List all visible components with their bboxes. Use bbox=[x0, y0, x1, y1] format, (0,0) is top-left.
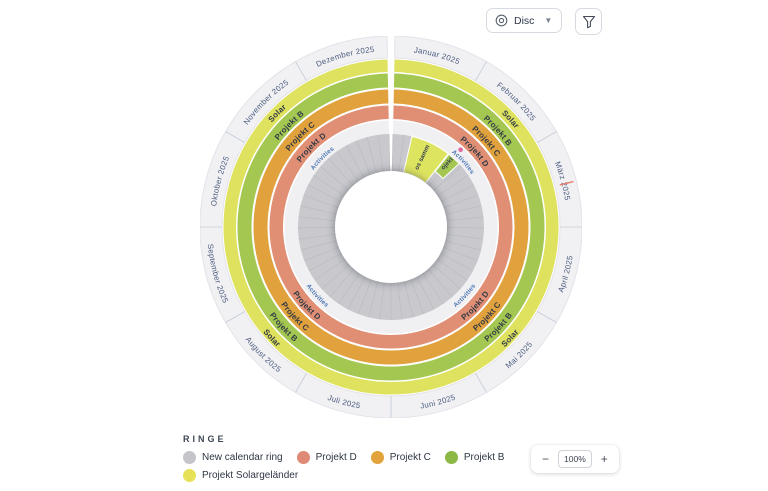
ring-calendar[interactable] bbox=[298, 134, 484, 320]
calendar-tick bbox=[314, 258, 346, 281]
calendar-tick bbox=[445, 205, 482, 215]
calendar-tick bbox=[440, 184, 475, 202]
legend-item: Projekt Solargeländer bbox=[183, 469, 298, 482]
legend-label: Projekt D bbox=[315, 452, 357, 463]
calendar-tick bbox=[388, 134, 391, 172]
today-marker bbox=[559, 180, 574, 186]
center-hole bbox=[335, 171, 447, 283]
disc-icon bbox=[495, 14, 508, 27]
month-ring bbox=[200, 36, 582, 418]
calendar-tick bbox=[300, 205, 337, 215]
calendar-tick bbox=[436, 258, 468, 281]
month-separator bbox=[295, 61, 307, 81]
calendar-tick bbox=[398, 134, 405, 172]
legend-label: Projekt B bbox=[463, 452, 505, 463]
calendar-tick bbox=[433, 166, 462, 191]
calendar-tick bbox=[357, 279, 372, 315]
calendar-tick bbox=[307, 184, 342, 202]
calendar-tick bbox=[410, 279, 425, 315]
legend-swatch bbox=[296, 451, 310, 464]
calendar-tick bbox=[338, 273, 360, 304]
calendar-tick bbox=[443, 194, 479, 209]
zoom-level-value[interactable]: 100% bbox=[558, 450, 592, 468]
calendar-tick bbox=[440, 253, 474, 272]
zoom-control: − 100% + bbox=[531, 445, 619, 473]
filter-button[interactable] bbox=[575, 8, 603, 35]
month-separator bbox=[225, 131, 245, 143]
legend-title: RINGE bbox=[183, 434, 227, 444]
calendar-tick bbox=[303, 194, 339, 209]
calendar-tick bbox=[298, 216, 336, 222]
view-selector-dropdown[interactable]: Disc ▼ bbox=[486, 8, 563, 33]
rings-legend: RINGE New calendar ring Projekt D Projekt … bbox=[183, 434, 533, 482]
calendar-tick bbox=[329, 268, 355, 298]
month-separator bbox=[295, 373, 307, 393]
calendar-tick bbox=[397, 282, 403, 320]
chevron-down-icon: ▼ bbox=[544, 15, 553, 25]
calendar-tick bbox=[437, 175, 469, 197]
calendar-tick bbox=[366, 137, 377, 173]
legend-item: Projekt B bbox=[444, 451, 505, 464]
legend-item: Projekt D bbox=[296, 451, 357, 464]
calendar-tick bbox=[446, 216, 484, 222]
legend-item: New calendar ring bbox=[183, 451, 283, 464]
month-separator bbox=[537, 311, 557, 323]
calendar-tick bbox=[391, 134, 394, 172]
funnel-icon bbox=[582, 15, 595, 28]
legend-label: New calendar ring bbox=[202, 452, 283, 463]
legend-swatch bbox=[444, 451, 458, 464]
calendar-tick bbox=[446, 233, 484, 240]
calendar-tick bbox=[300, 240, 337, 251]
calendar-tick bbox=[313, 175, 345, 197]
month-separator bbox=[537, 131, 557, 143]
activity-wedge[interactable] bbox=[434, 153, 460, 180]
legend-swatch bbox=[183, 469, 196, 482]
month-separator bbox=[475, 373, 487, 393]
calendar-tick bbox=[422, 273, 444, 304]
legend-label: Projekt C bbox=[389, 452, 431, 463]
legend-item: Projekt C bbox=[370, 451, 431, 464]
calendar-tick bbox=[427, 268, 453, 298]
disc-chart[interactable]: Infos sammelnProjekt BJanuar 2025Februar… bbox=[200, 36, 582, 418]
calendar-tick bbox=[443, 246, 478, 261]
calendar-tick bbox=[416, 276, 435, 310]
calendar-tick bbox=[336, 151, 359, 182]
calendar-tick bbox=[298, 233, 336, 240]
calendar-tick bbox=[327, 158, 354, 186]
milestone-dot[interactable] bbox=[458, 147, 463, 153]
legend-label: Projekt Solargeländer bbox=[202, 470, 299, 481]
zoom-out-button[interactable]: − bbox=[542, 452, 550, 466]
month-separator bbox=[225, 311, 245, 323]
calendar-tick bbox=[321, 264, 350, 290]
calendar-tick bbox=[346, 145, 365, 179]
calendar-tick bbox=[356, 140, 371, 176]
calendar-tick bbox=[347, 276, 366, 310]
calendar-tick bbox=[379, 282, 385, 320]
calendar-tick bbox=[377, 134, 384, 172]
disc-chart-container: Infos sammelnProjekt BJanuar 2025Februar… bbox=[200, 36, 582, 418]
legend-swatch bbox=[370, 451, 384, 464]
view-selector-label: Disc bbox=[514, 14, 535, 27]
calendar-tick bbox=[404, 281, 414, 318]
calendar-tick bbox=[368, 281, 378, 318]
calendar-tick bbox=[320, 166, 349, 191]
legend-items: New calendar ring Projekt D Projekt C Proje… bbox=[183, 451, 533, 482]
toolbar: Disc ▼ bbox=[486, 8, 603, 35]
calendar-tick bbox=[304, 246, 339, 261]
calendar-tick bbox=[308, 253, 342, 272]
legend-swatch bbox=[183, 451, 196, 464]
month-separator bbox=[475, 61, 487, 81]
calendar-tick bbox=[432, 264, 461, 290]
zoom-in-button[interactable]: + bbox=[600, 452, 608, 466]
calendar-tick bbox=[445, 240, 482, 251]
